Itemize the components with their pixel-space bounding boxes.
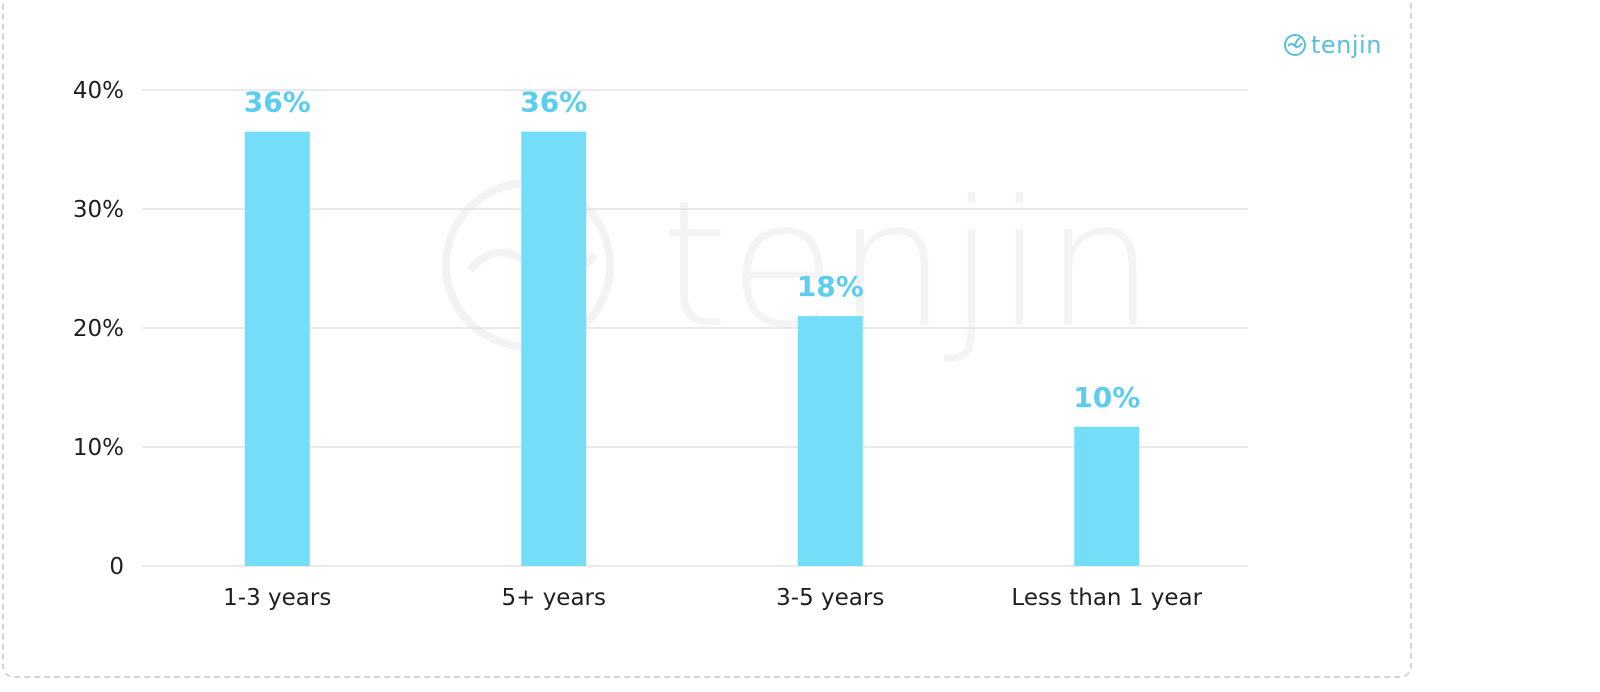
x-tick-label: Less than 1 year <box>1011 585 1202 611</box>
bar <box>521 131 587 566</box>
x-tick-label: 1-3 years <box>223 585 331 611</box>
bar <box>1074 426 1140 566</box>
tenjin-logo-icon <box>1284 34 1306 56</box>
x-tick-label: 5+ years <box>501 585 606 611</box>
brand-name: tenjin <box>1311 31 1382 59</box>
bar <box>797 316 863 566</box>
brand-logo: tenjin <box>1283 29 1382 61</box>
y-tick-label: 10% <box>73 435 124 461</box>
data-label: 10% <box>1073 381 1140 414</box>
data-label: 18% <box>797 270 864 303</box>
y-tick-label: 0 <box>109 554 124 580</box>
y-tick-label: 30% <box>73 197 124 223</box>
x-tick-label: 3-5 years <box>776 585 884 611</box>
bar <box>244 131 310 566</box>
data-label: 36% <box>520 86 587 119</box>
y-tick-label: 40% <box>73 78 124 104</box>
y-tick-label: 20% <box>73 316 124 342</box>
data-label: 36% <box>244 86 311 119</box>
chart-card <box>2 0 1412 678</box>
